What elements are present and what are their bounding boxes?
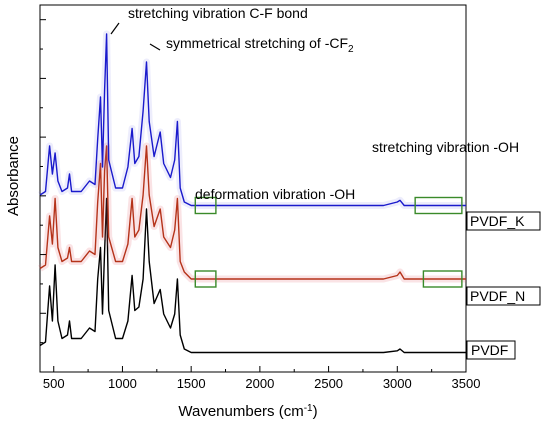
y-axis-label: Absorbance xyxy=(5,136,22,216)
plot-frame xyxy=(39,4,467,373)
highlight-boxes xyxy=(194,196,463,288)
series-line-pvdf xyxy=(39,197,466,354)
annotation-oh-stretching: stretching vibration -OH xyxy=(372,139,519,155)
annotation-cf2: symmetrical stretching of -CF2 xyxy=(166,35,354,55)
series-label-box-pvdf xyxy=(466,340,516,360)
annotation-oh-deformation: deformation vibration -OH xyxy=(195,186,355,202)
x-axis-label: Wavenumbers (cm-1) xyxy=(178,403,317,420)
x-tick-label: 1500 xyxy=(177,376,206,391)
series-lines xyxy=(38,30,466,354)
series-label-pvdf-n: PVDF_N xyxy=(470,288,525,304)
highlight-box-oh-stretching-pvdf-k xyxy=(414,196,463,215)
annotation-leader-cf xyxy=(110,22,120,35)
axis-ticks: 500 1000 1500 2000 2500 3000 3500 xyxy=(40,19,481,391)
series-line-pvdf-k xyxy=(39,33,466,207)
series-label-box-pvdf-n xyxy=(466,286,541,306)
x-tick-label: 1000 xyxy=(108,376,137,391)
x-tick-label: 2500 xyxy=(314,376,343,391)
x-tick-label: 3000 xyxy=(383,376,412,391)
highlight-box-oh-deformation-pvdf-n xyxy=(194,270,217,288)
plot-area xyxy=(39,4,467,373)
series-label-pvdf: PVDF xyxy=(471,342,508,358)
series-label-pvdf-k: PVDF_K xyxy=(470,213,525,229)
x-tick-label: 3500 xyxy=(452,376,481,391)
series-line-pvdf-n xyxy=(39,145,466,280)
x-tick-label: 500 xyxy=(43,376,65,391)
annotation-cf-bond: stretching vibration C-F bond xyxy=(128,5,308,21)
annotation-leader-cf2 xyxy=(149,43,161,51)
series-labels: PVDF_K PVDF_N PVDF xyxy=(466,211,541,360)
series-label-box-pvdf-k xyxy=(466,211,541,231)
highlight-box-oh-deformation-pvdf-k xyxy=(194,196,217,215)
highlight-box-oh-stretching-pvdf-n xyxy=(422,270,463,288)
x-tick-label: 2000 xyxy=(245,376,274,391)
